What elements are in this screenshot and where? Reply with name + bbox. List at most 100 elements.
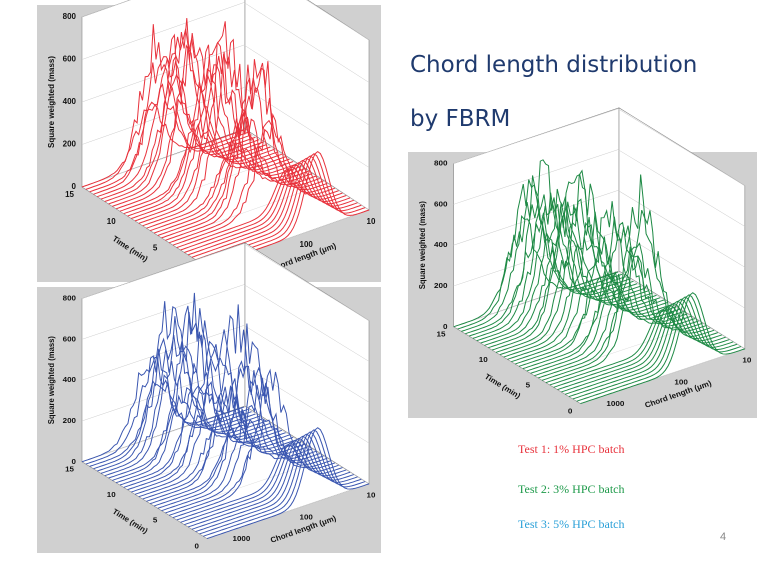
- trace: [580, 292, 745, 405]
- trace: [184, 440, 347, 526]
- trace: [127, 380, 290, 491]
- trace: [499, 169, 665, 356]
- page-number: 4: [720, 531, 726, 543]
- z-axis-label: Square weighted (mass): [47, 56, 56, 148]
- trace: [115, 292, 279, 484]
- trace: [146, 304, 309, 502]
- chord-tick-label: 1000: [233, 534, 251, 543]
- trace: [89, 381, 252, 467]
- legend-entry: Test 1: 1% HPC batch: [518, 442, 624, 456]
- title-line: by FBRM: [410, 106, 510, 132]
- z-tick-label: 800: [63, 12, 77, 21]
- z-tick-label: 0: [72, 182, 77, 191]
- trace: [549, 309, 715, 386]
- trace: [112, 305, 275, 481]
- trace: [138, 21, 301, 224]
- trace: [191, 435, 354, 530]
- grid-line: [81, 44, 370, 126]
- trace: [134, 329, 298, 495]
- z-tick-label: 400: [63, 375, 77, 384]
- time-tick-label: 5: [153, 243, 158, 252]
- chord-tick-label: 10: [742, 356, 752, 365]
- time-tick-label: 5: [526, 381, 531, 390]
- z-tick-label: 0: [72, 457, 77, 466]
- time-tick-label: 15: [65, 465, 75, 474]
- trace: [503, 221, 669, 358]
- chord-tick-label: 10: [367, 217, 376, 226]
- trace: [572, 296, 738, 400]
- trace: [206, 427, 370, 540]
- chord-tick-label: 100: [300, 240, 314, 249]
- legend-entry: Test 3: 5% HPC batch: [518, 517, 624, 531]
- trace: [142, 386, 305, 500]
- trace: [172, 368, 336, 519]
- trace: [176, 444, 339, 521]
- trace: [457, 179, 623, 330]
- chord-tick-label: 10: [367, 491, 377, 500]
- time-tick-label: 5: [153, 516, 158, 525]
- z-tick-label: 200: [63, 416, 77, 425]
- trace: [142, 54, 305, 227]
- time-tick-label: 10: [107, 217, 116, 226]
- chord-tick-label: 100: [300, 512, 314, 521]
- trace: [131, 41, 294, 219]
- z-tick-label: 800: [434, 159, 448, 168]
- trace: [199, 431, 362, 535]
- z-axis-label: Square weighted (mass): [418, 201, 427, 290]
- trace: [187, 162, 351, 256]
- grid-line: [81, 87, 370, 168]
- time-tick-label: 0: [195, 541, 200, 550]
- trace: [93, 33, 256, 195]
- trace: [507, 211, 672, 360]
- grid-line: [81, 2, 370, 83]
- trace: [576, 294, 742, 402]
- trace: [568, 298, 734, 398]
- trace: [165, 59, 328, 241]
- grid-line: [453, 108, 745, 186]
- trace: [195, 433, 358, 533]
- trace: [491, 173, 657, 351]
- chord-tick-label: 100: [674, 378, 688, 387]
- trace: [538, 242, 703, 379]
- trace: [557, 305, 722, 391]
- trace: [526, 216, 692, 372]
- trace: [514, 274, 680, 365]
- trace: [89, 83, 252, 193]
- trace: [146, 139, 309, 229]
- trace: [93, 337, 256, 470]
- time-tick-label: 10: [107, 490, 117, 499]
- chord-tick-label: 1000: [606, 399, 625, 408]
- trace: [461, 175, 626, 332]
- z-tick-label: 400: [63, 97, 77, 106]
- trace: [138, 385, 301, 498]
- trace: [180, 442, 343, 523]
- trace: [176, 168, 339, 249]
- grid-line: [81, 365, 370, 444]
- z-tick-label: 800: [63, 294, 77, 303]
- trace: [480, 188, 646, 344]
- time-tick-label: 15: [65, 190, 74, 199]
- z-tick-label: 200: [434, 281, 448, 290]
- trace: [123, 320, 286, 488]
- trace: [97, 301, 260, 472]
- trace: [81, 104, 245, 188]
- trace: [472, 194, 638, 339]
- legend-entry: Test 2: 3% HPC batch: [518, 482, 624, 496]
- grid-line: [453, 149, 745, 227]
- grid-line: [81, 325, 370, 403]
- trace: [191, 159, 354, 258]
- time-tick-label: 0: [568, 407, 573, 416]
- trace: [553, 307, 719, 388]
- time-tick-label: 15: [437, 330, 447, 339]
- trace: [545, 209, 711, 384]
- trace: [85, 348, 248, 465]
- grid-line: [81, 284, 370, 362]
- trace: [561, 302, 726, 393]
- z-tick-label: 600: [63, 335, 77, 344]
- trace: [153, 109, 317, 234]
- trace: [184, 164, 347, 253]
